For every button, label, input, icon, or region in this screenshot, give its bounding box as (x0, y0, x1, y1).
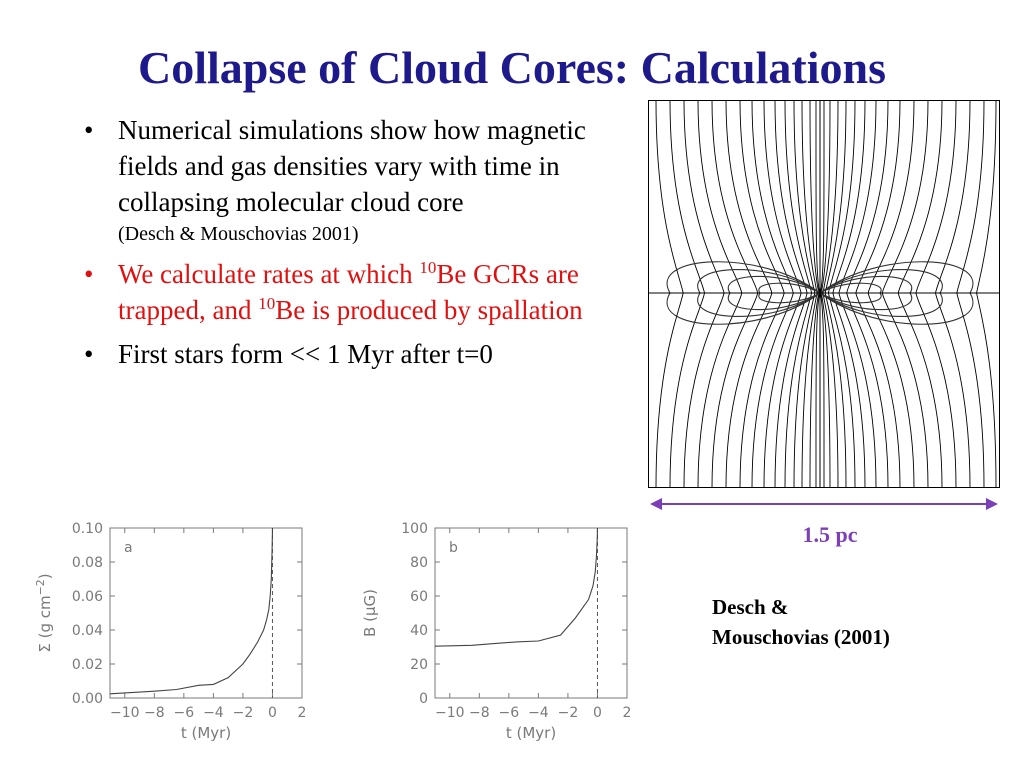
bullet-text-part: Be GCRs are trapped, and (118, 259, 579, 325)
bullet-dot: • (84, 339, 94, 369)
x-axis-label: t (Myr) (181, 724, 231, 742)
x-axis-label: t (Myr) (506, 724, 556, 742)
x-tick-label: −4 (528, 705, 549, 721)
bullet-item-simulations: • Numerical simulations show how magneti… (80, 112, 620, 248)
bullet-item-first-stars: • First stars form << 1 Myr after t=0 (80, 336, 620, 372)
magnetic-field-plot: 0 20 40 60 80 100 −10 −8 −6 −4 −2 0 2 b t (Myr) B (μG) (361, 521, 632, 742)
x-tick-label: −8 (469, 705, 490, 721)
y-axis-label: B (μG) (361, 589, 379, 637)
bullet-dot: • (84, 259, 94, 289)
x-tick-label: −10 (435, 705, 465, 721)
y-tick-label: 20 (410, 657, 428, 673)
panel-label: b (449, 540, 458, 556)
bullet-text-part: Be is produced by spallation (275, 295, 583, 325)
isotope-superscript: 10 (258, 294, 276, 313)
y-tick-label: 60 (410, 589, 428, 605)
bullet-item-rates: • We calculate rates at which 10Be GCRs … (80, 256, 620, 328)
plot-frame (434, 527, 628, 699)
x-tick-label: −2 (558, 705, 579, 721)
y-tick-label: 0.02 (72, 657, 103, 673)
magnetic-field-map (648, 100, 1000, 488)
scale-bar (650, 498, 998, 510)
bullet-citation: (Desch & Mouschovias 2001) (118, 223, 359, 245)
y-tick-label: 80 (410, 555, 428, 571)
y-axis-label: Σ (g cm−2) (34, 573, 54, 652)
surface-density-plot: 0.00 0.02 0.04 0.06 0.08 0.10 −10 −8 −6 −4 −2 0 2 a t … (34, 521, 307, 742)
bullet-text: First stars form << 1 Myr after t=0 (118, 339, 493, 369)
x-tick-label: −6 (174, 705, 195, 721)
figure-credit: Desch & Mouschovias (2001) (712, 592, 992, 652)
data-series-line (109, 527, 274, 695)
credit-line: Mouschovias (2001) (712, 625, 890, 649)
x-tick-label: −2 (233, 705, 254, 721)
isotope-superscript: 10 (419, 258, 437, 277)
x-tick-label: −6 (499, 705, 520, 721)
plot-frame (109, 527, 303, 699)
x-tick-label: 2 (298, 705, 307, 721)
arrow-right-icon (986, 498, 998, 510)
x-tick-label: 0 (593, 705, 602, 721)
y-tick-label: 100 (401, 521, 428, 537)
y-tick-label: 0.10 (72, 521, 103, 537)
arrow-left-icon (650, 498, 662, 510)
slide-title: Collapse of Cloud Cores: Calculations (138, 42, 886, 93)
x-tick-label: −8 (144, 705, 165, 721)
x-tick-label: 0 (268, 705, 277, 721)
y-tick-label: 0 (419, 691, 428, 707)
data-series-line (434, 527, 599, 647)
panel-label: a (124, 540, 133, 556)
x-tick-label: −10 (110, 705, 140, 721)
bullet-dot: • (84, 115, 94, 145)
bullet-list: • Numerical simulations show how magneti… (80, 112, 620, 380)
scale-label: 1.5 pc (802, 522, 858, 547)
credit-line: Desch & (712, 595, 789, 619)
bullet-text-part: We calculate rates at which (118, 259, 420, 289)
y-tick-label: 0.06 (72, 589, 103, 605)
y-tick-label: 0.04 (72, 623, 103, 639)
bullet-text: Numerical simulations show how magnetic … (118, 115, 586, 217)
y-tick-label: 0.08 (72, 555, 103, 571)
x-tick-label: −4 (203, 705, 224, 721)
x-tick-label: 2 (623, 705, 632, 721)
y-tick-label: 0.00 (72, 691, 103, 707)
y-tick-label: 40 (410, 623, 428, 639)
